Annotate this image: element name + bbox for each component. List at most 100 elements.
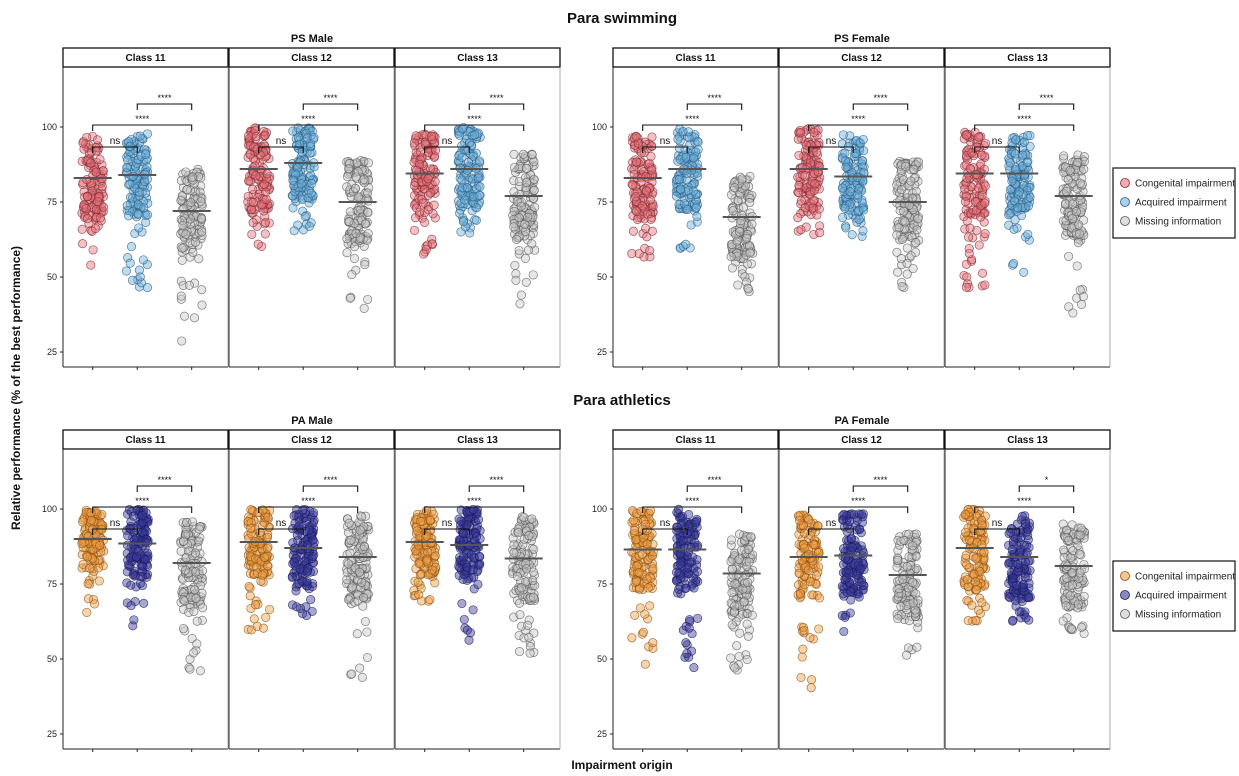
data-point xyxy=(673,134,683,144)
data-point xyxy=(181,167,191,177)
legend-label: Congenital impairment xyxy=(1135,572,1235,583)
data-point xyxy=(1064,535,1074,545)
data-point xyxy=(521,277,531,287)
data-point xyxy=(122,162,132,172)
data-point xyxy=(814,593,825,603)
data-point xyxy=(136,151,146,161)
data-point xyxy=(514,245,524,256)
data-point xyxy=(134,187,144,197)
data-point xyxy=(181,229,191,239)
data-point xyxy=(742,233,752,243)
data-point xyxy=(82,552,93,562)
data-point xyxy=(962,560,972,570)
data-point xyxy=(353,192,363,202)
data-point xyxy=(809,540,819,550)
data-point xyxy=(1068,308,1078,318)
data-point xyxy=(123,253,133,263)
data-point xyxy=(1072,157,1083,167)
data-point xyxy=(727,620,737,630)
data-point xyxy=(456,516,466,526)
data-point xyxy=(642,574,652,584)
data-point xyxy=(127,193,137,203)
points-missing xyxy=(508,512,540,658)
data-point xyxy=(98,166,108,176)
data-point xyxy=(352,158,362,168)
sig-label: * xyxy=(1045,475,1049,485)
data-point xyxy=(257,570,267,580)
data-point xyxy=(742,619,752,629)
panel-strip-label: Class 11 xyxy=(675,435,715,446)
y-tick-label: 25 xyxy=(47,729,57,739)
data-point xyxy=(177,255,187,265)
data-point xyxy=(743,544,753,554)
data-point xyxy=(811,570,821,581)
data-point xyxy=(300,212,310,222)
data-point xyxy=(805,633,815,643)
data-point xyxy=(900,161,911,171)
sig-label: ns xyxy=(826,136,837,147)
data-point xyxy=(647,132,657,142)
data-point xyxy=(1012,519,1022,529)
data-point xyxy=(628,180,638,190)
data-point xyxy=(138,255,148,265)
data-point xyxy=(194,524,204,534)
data-point xyxy=(1007,176,1017,186)
data-point xyxy=(1008,616,1018,626)
data-point xyxy=(1012,580,1022,590)
panel-strip-label: Class 13 xyxy=(457,53,498,64)
data-point xyxy=(859,205,869,215)
data-point xyxy=(357,577,367,587)
data-point xyxy=(475,156,485,166)
data-point xyxy=(630,610,640,620)
data-point xyxy=(742,654,752,665)
data-point xyxy=(689,583,699,593)
data-point xyxy=(528,592,539,602)
data-point xyxy=(470,130,480,140)
data-point xyxy=(674,504,684,514)
y-tick-label: 50 xyxy=(47,654,57,664)
sig-label: ns xyxy=(660,136,671,147)
data-point xyxy=(912,642,922,652)
data-point xyxy=(135,131,145,141)
data-point xyxy=(1008,537,1018,547)
data-point xyxy=(82,192,92,202)
sig-bracket xyxy=(852,103,909,110)
points-acquired xyxy=(122,504,153,631)
data-point xyxy=(855,524,865,534)
data-point xyxy=(306,188,316,198)
data-point xyxy=(906,251,916,261)
data-point xyxy=(355,525,365,535)
data-point xyxy=(1009,224,1019,234)
data-point xyxy=(684,509,694,520)
data-point xyxy=(795,128,805,138)
data-point xyxy=(1077,299,1087,310)
data-point xyxy=(1004,559,1014,569)
data-point xyxy=(91,212,102,222)
data-point xyxy=(964,232,974,242)
data-point xyxy=(425,595,435,605)
sig-label: **** xyxy=(1039,93,1054,103)
data-point xyxy=(674,584,684,594)
data-point xyxy=(473,515,484,525)
panel-strip-label: Class 13 xyxy=(457,435,498,446)
data-point xyxy=(86,158,96,168)
sig-bracket xyxy=(468,103,525,110)
data-point xyxy=(974,240,984,250)
panel-strip-label: Class 13 xyxy=(1007,53,1048,64)
data-point xyxy=(291,169,301,179)
data-point xyxy=(143,210,153,220)
points-missing xyxy=(342,156,374,313)
data-point xyxy=(896,254,906,264)
data-point xyxy=(121,266,131,276)
data-point xyxy=(529,174,539,184)
data-point xyxy=(509,548,519,558)
data-point xyxy=(629,526,639,536)
data-point xyxy=(911,238,921,248)
data-point xyxy=(249,614,259,624)
data-point xyxy=(134,265,144,275)
sig-label: **** xyxy=(489,475,504,485)
sig-bracket xyxy=(258,146,304,153)
